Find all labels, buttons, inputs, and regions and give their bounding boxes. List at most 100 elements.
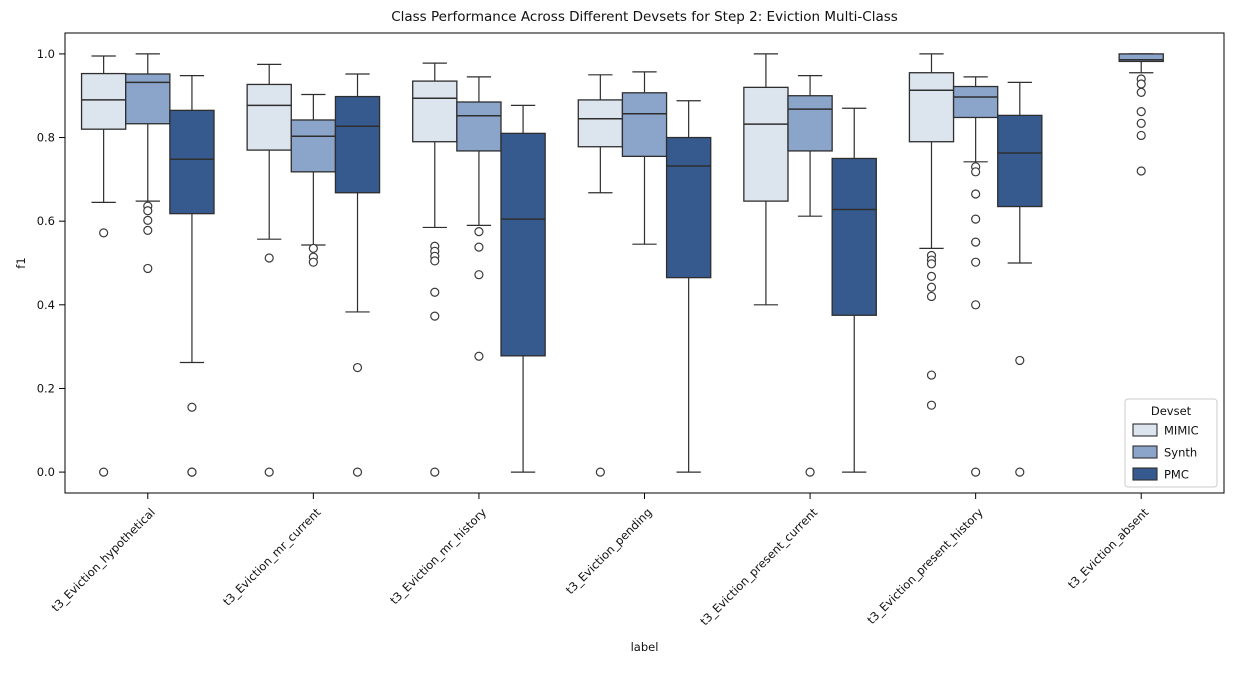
outlier-point (430, 467, 440, 477)
outlier-point (264, 253, 274, 263)
outlier-point (474, 227, 484, 237)
outlier-point (143, 215, 153, 225)
y-tick-label: 0.0 (37, 465, 55, 479)
x-tick-label-t3_Eviction_hypothetical: t3_Eviction_hypothetical (49, 505, 158, 614)
box-Synth-t3_Eviction_mr_current (290, 93, 337, 267)
outlier-point (308, 257, 318, 267)
iqr-box (80, 72, 127, 130)
iqr-box (577, 99, 624, 148)
x-tick-label-t3_Eviction_mr_history: t3_Eviction_mr_history (387, 505, 489, 607)
y-tick-label: 0.8 (37, 131, 55, 145)
legend-swatch-MIMIC (1132, 423, 1158, 437)
outlier-point (971, 189, 981, 199)
box-MIMIC-t3_Eviction_hypothetical (80, 55, 127, 477)
outlier-point (1015, 355, 1025, 366)
y-tick-label: 1.0 (37, 47, 55, 61)
outlier-point (187, 467, 197, 477)
box-PMC-t3_Eviction_present_current (831, 107, 877, 473)
outlier-point (99, 467, 109, 477)
legend: Devset MIMIC Synth PMC (1124, 398, 1218, 488)
outlier-point (926, 370, 937, 380)
iqr-box (743, 86, 789, 202)
legend-swatch-Synth (1132, 445, 1158, 459)
box-PMC-t3_Eviction_present_history (997, 81, 1043, 477)
iqr-box (997, 114, 1043, 208)
outlier-point (352, 467, 363, 477)
x-tick-label-t3_Eviction_absent: t3_Eviction_absent (1065, 505, 1152, 592)
outlier-point (430, 311, 440, 321)
y-axis-label: f1 (14, 257, 28, 269)
iqr-box (908, 72, 955, 143)
x-tick-label-t3_Eviction_present_current: t3_Eviction_present_current (697, 505, 820, 628)
outlier-point (1136, 79, 1146, 89)
box-Synth-t3_Eviction_mr_history (456, 76, 502, 361)
box-MIMIC-t3_Eviction_pending (577, 74, 624, 477)
iqr-box (500, 132, 546, 357)
outlier-point (474, 351, 484, 361)
iqr-box (952, 85, 999, 119)
chart-title: Class Performance Across Different Devse… (391, 9, 898, 25)
x-axis-label: label (630, 640, 659, 654)
outlier-point (1136, 118, 1146, 128)
outlier-point (926, 291, 937, 302)
x-tick-label-t3_Eviction_mr_current: t3_Eviction_mr_current (220, 505, 324, 609)
outlier-point (474, 270, 484, 280)
outlier-point (308, 243, 318, 253)
box-Synth-t3_Eviction_pending (621, 71, 668, 245)
outlier-point (971, 214, 981, 224)
outlier-point (143, 206, 153, 216)
iqr-box (831, 157, 877, 316)
box-MIMIC-t3_Eviction_present_current (743, 53, 789, 306)
box-MIMIC-t3_Eviction_present_history (908, 53, 955, 410)
box-MIMIC-t3_Eviction_mr_current (246, 63, 292, 477)
box-MIMIC-t3_Eviction_mr_history (412, 62, 458, 477)
legend-box (1124, 398, 1218, 488)
outlier-point (430, 287, 440, 297)
legend-title: Devset (1151, 404, 1192, 418)
outlier-point (1136, 87, 1146, 97)
outlier-point (971, 300, 981, 310)
outlier-point (971, 237, 981, 247)
iqr-box (787, 95, 833, 152)
outlier-point (430, 256, 440, 266)
box-Synth-t3_Eviction_absent (1118, 53, 1164, 176)
y-tick-label: 0.4 (37, 298, 55, 312)
outlier-point (1136, 107, 1146, 117)
iqr-box (412, 80, 458, 143)
iqr-box (1118, 53, 1164, 63)
x-tick-label-t3_Eviction_pending: t3_Eviction_pending (563, 505, 655, 597)
iqr-box (290, 119, 337, 173)
iqr-box (334, 95, 381, 194)
box-PMC-t3_Eviction_hypothetical (169, 75, 215, 477)
x-tick-label-t3_Eviction_present_history: t3_Eviction_present_history (864, 505, 986, 627)
y-tick-label: 0.6 (37, 214, 55, 228)
iqr-box (665, 136, 712, 279)
box-Synth-t3_Eviction_present_history (952, 76, 999, 477)
outlier-point (1015, 467, 1025, 477)
outlier-point (926, 271, 937, 281)
outlier-point (926, 259, 937, 269)
legend-label-Synth: Synth (1164, 446, 1197, 460)
iqr-box (125, 73, 171, 125)
outlier-point (264, 467, 274, 477)
outlier-point (1136, 166, 1146, 176)
outlier-point (971, 167, 981, 177)
outlier-point (971, 467, 981, 477)
iqr-box (456, 101, 502, 152)
outlier-point (99, 228, 109, 238)
iqr-box (621, 92, 668, 158)
outlier-point (595, 467, 605, 477)
y-tick-label: 0.2 (37, 381, 55, 395)
outlier-point (352, 362, 363, 373)
outlier-point (474, 242, 484, 252)
box-PMC-t3_Eviction_mr_current (334, 73, 381, 477)
outlier-point (926, 282, 937, 292)
iqr-box (169, 109, 215, 215)
outlier-point (971, 257, 981, 267)
legend-label-MIMIC: MIMIC (1164, 424, 1199, 438)
legend-swatch-PMC (1132, 467, 1158, 481)
box-PMC-t3_Eviction_mr_history (500, 104, 546, 473)
outlier-point (143, 225, 153, 235)
